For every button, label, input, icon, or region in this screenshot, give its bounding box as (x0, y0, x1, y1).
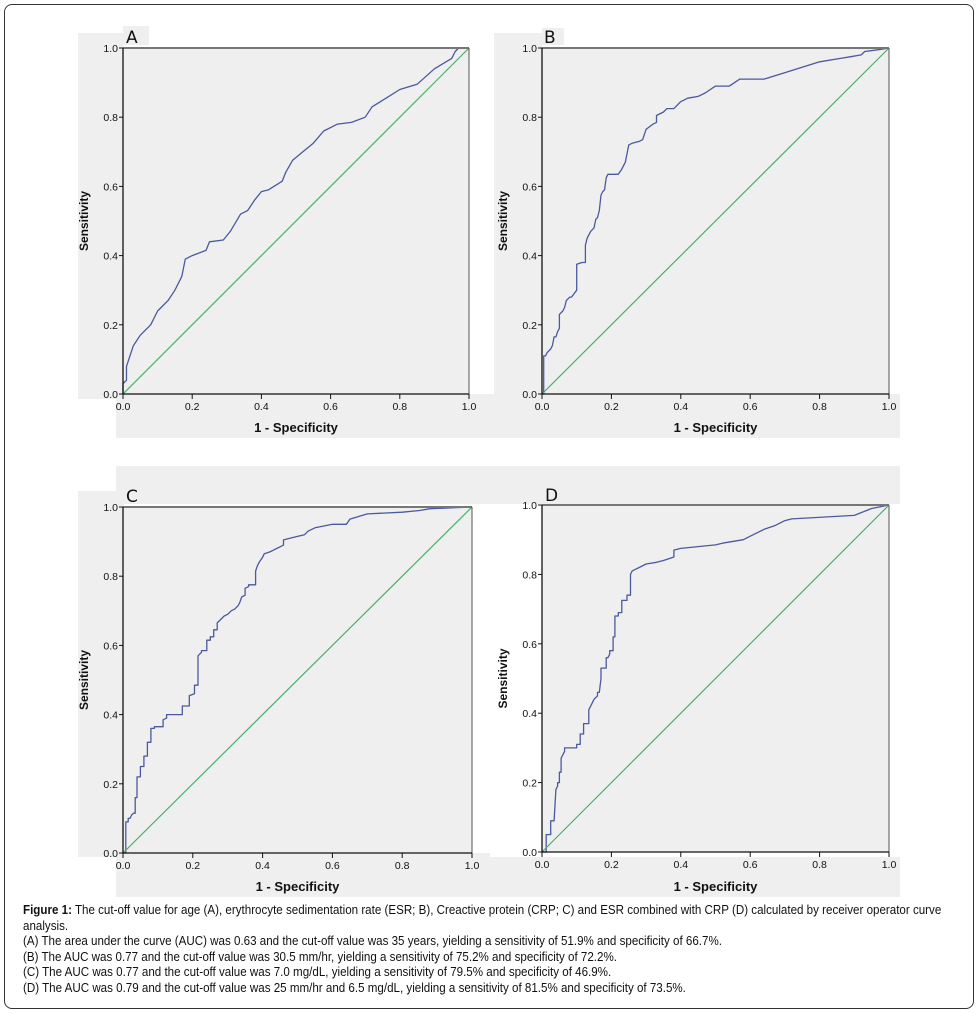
reference-line (541, 47, 890, 395)
roc-curve (122, 47, 469, 394)
figure-frame (4, 4, 974, 1009)
x-tick-label: 0.8 (395, 860, 410, 872)
x-tick-label: 1.0 (462, 401, 477, 413)
reference-line (122, 506, 473, 854)
y-tick-label: 1.0 (103, 43, 118, 55)
y-tick-label: 0.0 (522, 847, 537, 859)
panel-bg-bottom (490, 394, 900, 438)
panel-band-top (116, 466, 900, 504)
y-tick-label: 0.8 (522, 569, 537, 581)
caption-figure-label: Figure 1: (23, 903, 72, 917)
caption-summary-text: The cut-off value for age (A), erythrocy… (23, 903, 942, 933)
panel-bg-left (494, 33, 542, 399)
x-tick-label: 0.8 (392, 401, 407, 413)
figure-caption: Figure 1: The cut-off value for age (A),… (23, 903, 941, 997)
y-axis-label: Sensitivity (77, 191, 91, 251)
x-tick-label: 0.6 (743, 401, 758, 413)
y-tick-label: 0.4 (103, 251, 118, 263)
y-tick-label: 0.2 (522, 778, 537, 790)
y-tick-label: 0.2 (103, 779, 118, 791)
x-tick-label: 0.0 (116, 401, 131, 413)
x-tick-label: 1.0 (465, 860, 480, 872)
caption-line-a: (A) The area under the curve (AUC) was 0… (23, 934, 722, 949)
x-tick-label: 0.4 (254, 401, 269, 413)
panel-bg-bottom (116, 853, 490, 897)
y-tick-label: 1.0 (522, 500, 537, 512)
x-tick-label: 0.6 (743, 859, 758, 871)
panel-bg-bottom (116, 394, 490, 438)
y-axis-label: Sensitivity (77, 650, 91, 710)
x-axis-label: 1 - Specificity (254, 420, 339, 435)
x-axis-label: 1 - Specificity (674, 879, 759, 894)
caption-summary: Figure 1: The cut-off value for age (A),… (23, 903, 961, 934)
panel-label: C (126, 487, 138, 507)
y-tick-label: 0.0 (103, 389, 118, 401)
y-tick-label: 0.4 (522, 708, 537, 720)
x-axis-label: 1 - Specificity (674, 420, 759, 435)
x-tick-label: 0.6 (323, 401, 338, 413)
reference-line (122, 47, 470, 395)
x-tick-label: 0.4 (673, 401, 688, 413)
x-tick-label: 0.2 (604, 859, 619, 871)
panel-label-bg (542, 28, 564, 45)
y-tick-label: 0.8 (522, 112, 537, 124)
roc-curve (542, 47, 890, 395)
y-axis-label: Sensitivity (496, 191, 510, 251)
x-tick-label: 0.8 (812, 859, 827, 871)
y-tick-label: 0.4 (522, 251, 537, 263)
panel-b: 0.0 0.2 0.4 0.6 0.8 1.0 0.0 0.2 0.4 0.6 0.8 1.0 1 - … (490, 28, 900, 438)
panel-d: 0.0 0.2 0.4 0.6 0.8 1.0 0.0 0.2 0.4 0.6 0.8 1.0 1 - … (490, 486, 900, 897)
caption-line-d: (D) The AUC was 0.79 and the cut-off val… (23, 980, 686, 995)
x-tick-label: 1.0 (882, 859, 897, 871)
y-tick-label: 0.6 (522, 639, 537, 651)
x-tick-label: 0.4 (255, 860, 270, 872)
x-tick-label: 0.0 (116, 860, 131, 872)
y-tick-label: 1.0 (522, 43, 537, 55)
y-tick-label: 0.4 (103, 710, 118, 722)
y-tick-label: 0.2 (103, 320, 118, 332)
panel-bg-bottom (490, 857, 900, 897)
panel-label: A (126, 28, 138, 48)
caption-line-c: (C) The AUC was 0.77 and the cut-off val… (23, 965, 612, 980)
reference-line (541, 504, 890, 853)
y-tick-label: 0.6 (103, 640, 118, 652)
x-tick-label: 0.2 (185, 401, 200, 413)
panel-c: 0.0 0.2 0.4 0.6 0.8 1.0 0.0 0.2 0.4 0.6 0.8 1.0 1 - … (77, 466, 900, 897)
roc-curve (542, 504, 890, 853)
y-tick-label: 0.2 (522, 320, 537, 332)
x-tick-label: 0.2 (185, 860, 200, 872)
x-tick-label: 0.0 (535, 401, 550, 413)
y-tick-label: 0.6 (522, 181, 537, 193)
x-tick-label: 1.0 (882, 401, 897, 413)
panel-label: B (544, 28, 556, 48)
panel-a: 0.0 0.2 0.4 0.6 0.8 1.0 0.0 0.2 0.4 0.6 0.8 1.0 1 - … (77, 26, 490, 438)
caption-line-b: (B) The AUC was 0.77 and the cut-off val… (23, 949, 618, 964)
x-tick-label: 0.2 (604, 401, 619, 413)
panel-label-bg (123, 26, 149, 45)
y-axis-label: Sensitivity (496, 648, 510, 708)
x-tick-label: 0.0 (535, 859, 550, 871)
y-tick-label: 0.6 (103, 181, 118, 193)
y-tick-label: 0.8 (103, 571, 118, 583)
y-tick-label: 0.0 (522, 389, 537, 401)
panel-label: D (545, 486, 558, 506)
x-axis-label: 1 - Specificity (256, 879, 341, 894)
y-tick-label: 0.8 (103, 112, 118, 124)
x-tick-label: 0.4 (673, 859, 688, 871)
roc-curve (123, 506, 473, 854)
x-tick-label: 0.6 (325, 860, 340, 872)
y-tick-label: 0.0 (103, 848, 118, 860)
x-tick-label: 0.8 (812, 401, 827, 413)
panel-bg-left (78, 33, 124, 399)
y-tick-label: 1.0 (103, 502, 118, 514)
panel-bg-left (78, 491, 124, 857)
